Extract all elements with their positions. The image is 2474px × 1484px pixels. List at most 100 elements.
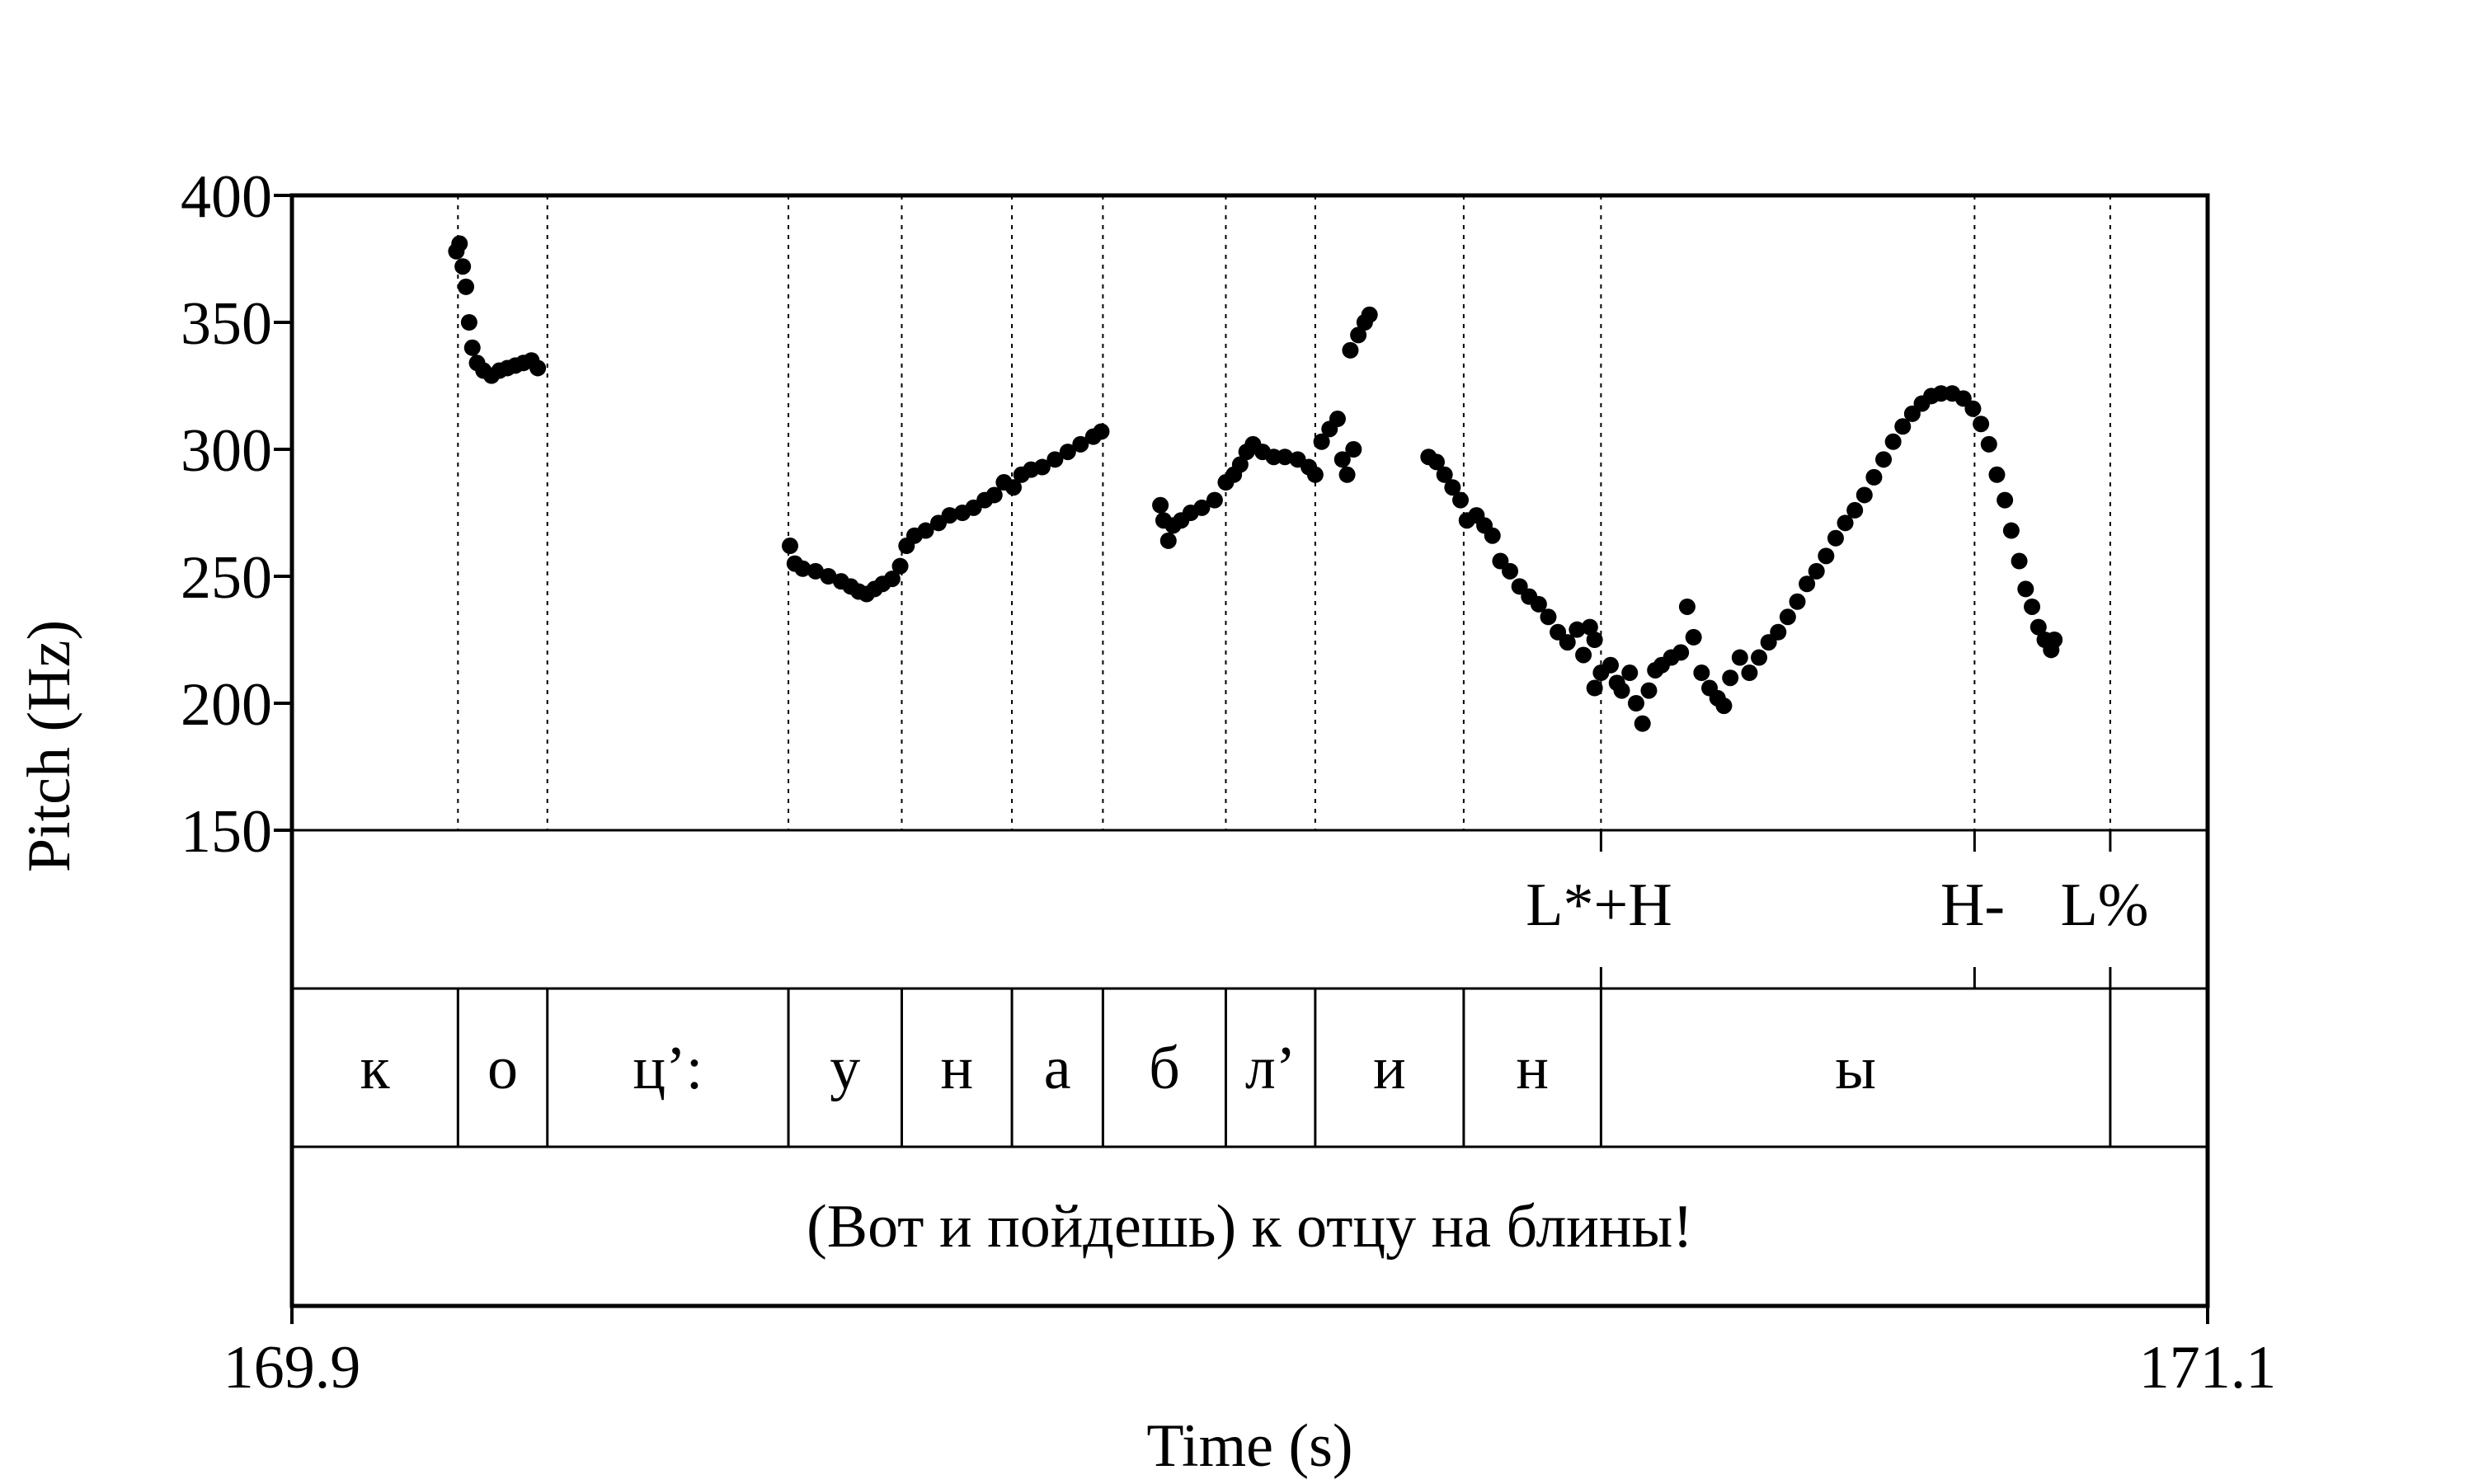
pitch-point xyxy=(460,314,477,331)
y-tick-label: 200 xyxy=(181,671,272,739)
pitch-point xyxy=(1731,649,1748,666)
pitch-point xyxy=(883,571,901,588)
pitch-point xyxy=(1741,665,1758,682)
pitch-point xyxy=(1678,598,1696,615)
pitch-point xyxy=(1072,435,1089,453)
pitch-point xyxy=(1751,649,1768,666)
tone-label: L*+H xyxy=(1526,871,1672,939)
pitch-point xyxy=(1770,623,1787,641)
pitch-point xyxy=(1059,444,1076,461)
pitch-point xyxy=(1329,411,1346,428)
pitch-point xyxy=(1361,306,1378,323)
pitch-point xyxy=(1884,433,1902,450)
pitch-point xyxy=(1640,682,1658,699)
pitch-point xyxy=(1964,400,1982,417)
segment-label: ы xyxy=(1835,1035,1876,1102)
x-axis-title: Time (s) xyxy=(1146,1412,1352,1480)
segment-label: б xyxy=(1149,1035,1180,1102)
pitch-point xyxy=(1004,479,1022,496)
pitch-point xyxy=(781,538,798,555)
y-tick-label: 350 xyxy=(181,290,272,358)
pitch-point xyxy=(1313,433,1330,450)
pitch-point xyxy=(1856,486,1873,504)
pitch-point xyxy=(2002,522,2020,539)
y-tick-label: 150 xyxy=(181,798,272,866)
pitch-point xyxy=(1818,547,1835,565)
pitch-point xyxy=(891,557,909,575)
pitch-point xyxy=(985,486,1003,504)
x-tick-label: 169.9 xyxy=(223,1334,361,1402)
y-axis-title: Pitch (Hz) xyxy=(16,620,83,872)
pitch-point xyxy=(1779,608,1796,626)
segment-boundary-lines xyxy=(457,195,2111,830)
pitch-point xyxy=(1333,451,1351,468)
pitch-point xyxy=(1559,634,1576,651)
y-tick-label: 400 xyxy=(181,163,272,231)
pitch-point xyxy=(1789,593,1806,610)
sentence-label: (Вот и пойдешь) к отцу на блины! xyxy=(807,1193,1693,1261)
pitch-point xyxy=(1502,562,1519,580)
pitch-point xyxy=(1444,479,1461,496)
pitch-point xyxy=(1530,595,1547,613)
pitch-point xyxy=(1586,679,1603,697)
pitch-point xyxy=(1581,618,1598,636)
pitch-point xyxy=(2046,632,2063,648)
pitch-point xyxy=(1613,682,1630,699)
pitch-point xyxy=(1306,466,1324,483)
pitch-point xyxy=(1193,499,1211,516)
pitch-point xyxy=(1277,448,1294,466)
plot-frame xyxy=(289,193,2210,1308)
pitch-point xyxy=(1846,501,1864,519)
pitch-point xyxy=(1484,527,1501,544)
pitch-point xyxy=(1808,562,1825,580)
y-tick-label: 250 xyxy=(181,544,272,612)
pitch-point xyxy=(1569,621,1586,638)
pitch-point xyxy=(917,522,934,539)
pitch-point xyxy=(941,507,958,524)
pitch-point xyxy=(1575,646,1592,664)
pitch-point xyxy=(1722,669,1739,687)
pitch-point xyxy=(1799,575,1816,593)
pitch-point xyxy=(1452,491,1470,509)
pitch-point xyxy=(2017,580,2034,598)
pitch-point xyxy=(1231,456,1249,473)
segment-label: а xyxy=(1044,1035,1071,1102)
pitch-point xyxy=(1685,628,1702,646)
segment-label: к xyxy=(360,1035,391,1102)
pitch-point xyxy=(451,235,468,252)
pitch-point xyxy=(1540,608,1557,626)
pitch-point xyxy=(1602,656,1619,674)
pitch-point xyxy=(1894,418,1912,435)
tone-label: L% xyxy=(2061,871,2149,939)
pitch-points xyxy=(448,235,2063,732)
pitch-point xyxy=(1047,451,1064,468)
pitch-point xyxy=(1345,441,1362,458)
axes: 150 200 250 300 350 400 169.9 171.1 Time (s) Pitc… xyxy=(16,163,2276,1480)
pitch-point xyxy=(1159,532,1177,549)
segment-label: и xyxy=(1373,1035,1406,1102)
pitch-point xyxy=(1997,491,2014,509)
pitch-point xyxy=(1875,451,1893,468)
segment-label: ц’: xyxy=(633,1035,703,1102)
pitch-point xyxy=(820,568,837,585)
pitch-point xyxy=(1973,416,1990,433)
pitch-point xyxy=(2011,552,2028,570)
pitch-point xyxy=(1586,632,1603,648)
pitch-point xyxy=(1350,326,1367,344)
pitch-point xyxy=(1693,665,1710,682)
annotation-tiers: L*+H H- L% к о ц’: у н а б л’ и н ы (Вот и пойдешь) к … xyxy=(292,829,2208,1308)
pitch-point xyxy=(1427,453,1445,471)
pitch-point xyxy=(1988,466,2006,483)
pitch-point xyxy=(794,560,811,577)
segment-label: о xyxy=(487,1035,518,1102)
x-tick-label: 171.1 xyxy=(2139,1334,2277,1402)
pitch-point xyxy=(454,258,472,275)
tone-label: H- xyxy=(1940,871,2005,939)
pitch-point xyxy=(2024,598,2041,615)
pitch-point xyxy=(1627,695,1644,711)
pitch-point xyxy=(1672,644,1690,661)
pitch-point xyxy=(1436,466,1453,483)
pitch-point xyxy=(1152,496,1169,514)
segment-label: н xyxy=(1516,1035,1549,1102)
